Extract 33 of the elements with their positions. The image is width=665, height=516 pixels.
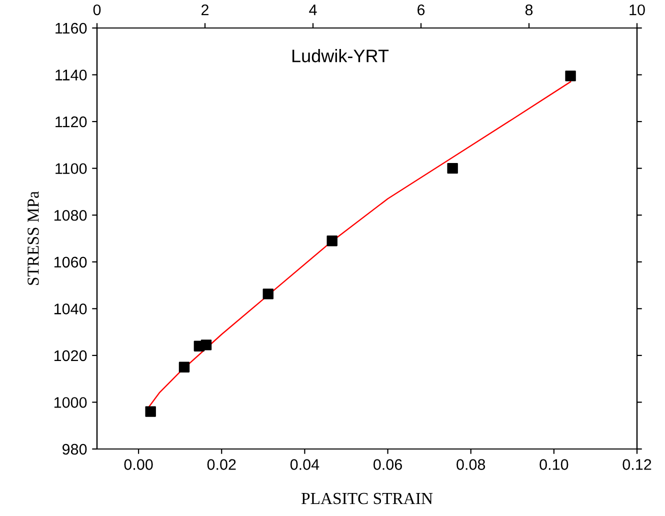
y-tick-label: 1160 (56, 22, 87, 34)
point (565, 70, 576, 82)
y-tick-label: 1080 (54, 210, 87, 221)
y-tick-label: 1000 (54, 397, 87, 408)
x-tick-label: 0.04 (290, 459, 320, 470)
x2-tick-label: 10 (630, 4, 645, 16)
point (447, 162, 458, 174)
x2-tick-label: 8 (525, 4, 533, 16)
point (262, 288, 274, 300)
x2-tick-label: 6 (418, 4, 425, 16)
y-tick-label: 1060 (54, 256, 87, 268)
annotation: Ludwik-YRT (292, 49, 389, 62)
x-tick-label: 0.00 (124, 459, 153, 470)
y-tick-label: 1120 (56, 116, 87, 128)
x-tick-label: 0.02 (207, 459, 236, 470)
x-tick-label: 0.12 (622, 459, 652, 470)
x-tick-label: 0.06 (374, 459, 402, 470)
y-tick-label: 1040 (54, 304, 87, 314)
x-tick-label: 0.08 (456, 459, 486, 470)
y-axis-title: STRESS MPa (28, 191, 39, 285)
y-tick-label: 1140 (56, 70, 87, 80)
y-tick-label: 1100 (56, 163, 87, 174)
x-axis-title: PLASITC STRAIN (302, 492, 433, 504)
x2-tick-label: 4 (309, 4, 317, 16)
x2-tick-label: 0 (93, 4, 101, 16)
x-tick-label: 0.10 (540, 459, 568, 470)
point (326, 235, 338, 246)
point (200, 340, 212, 350)
y-tick-label: 1020 (54, 350, 87, 362)
point (145, 406, 156, 417)
x2-tick-label: 2 (202, 4, 208, 16)
y-tick-label: 980 (62, 444, 87, 455)
point (178, 362, 190, 372)
